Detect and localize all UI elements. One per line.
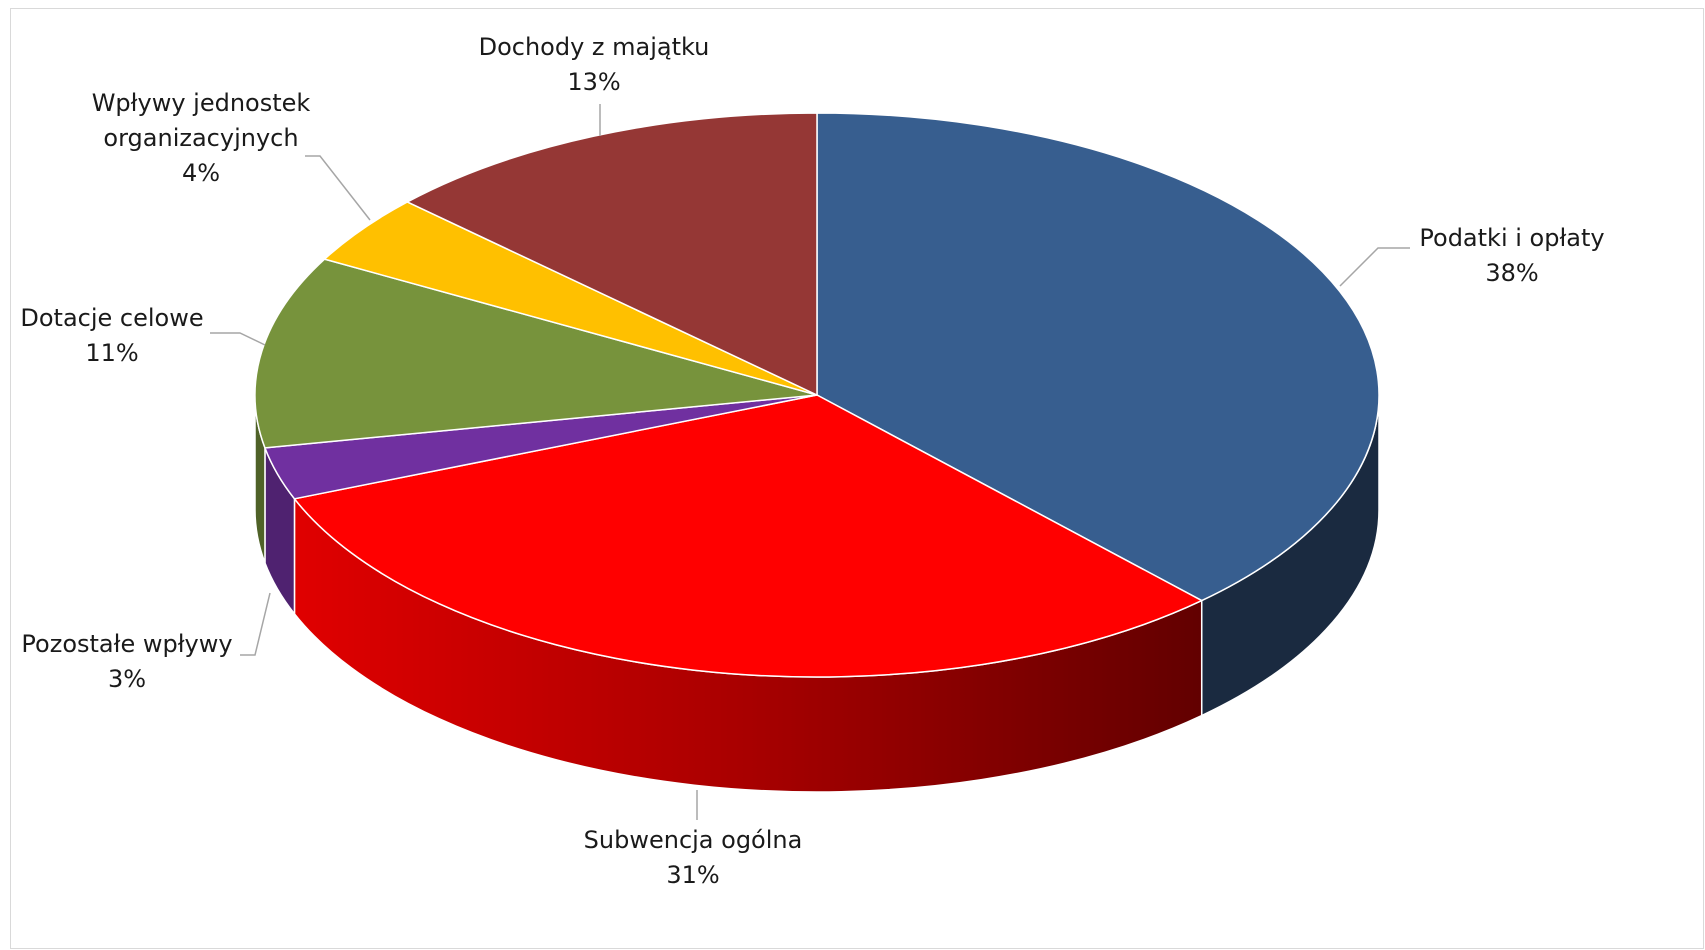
data-value-subwencja-ogolna: 31% [666,861,719,889]
data-label-dotacje-celowe: Dotacje celowe 11% [20,304,203,367]
pie-slice-dotacje-celowe [254,258,818,449]
data-label-dochody-z-majatku: Dochody z majątku 13% [479,33,710,96]
data-label-subwencja-ogolna: Subwencja ogólna 31% [584,826,803,889]
data-value-dochody-z-majatku: 13% [567,68,620,96]
data-labels: Podatki i opłaty 38% Subwencja ogólna 31% Po… [20,33,1604,889]
leader-line-pozostale-wplywy [240,592,271,656]
pie-slice-podatki-i-oplaty [816,112,1380,602]
data-label-pozostale-wplywy: Pozostałe wpływy 3% [21,630,232,693]
data-label-wplywy-jednostek-organizacyjnych: Wpływy jednostek organizacyjnych 4% [92,89,311,187]
data-label-podatki-i-oplaty: Podatki i opłaty 38% [1419,224,1604,287]
data-value-wplywy-jednostek-organizacyjnych: 4% [182,159,220,187]
leader-line-dotacje-celowe [210,332,266,346]
pie-slice-subwencja-ogolna [293,394,1203,678]
leader-line-wplywy-jednostek-organizacyjnych [305,155,371,221]
pie-slice-dochody-z-majatku [406,112,818,396]
data-value-podatki-i-oplaty: 38% [1485,259,1538,287]
pie-tops [254,112,1380,678]
leader-line-podatki-i-oplaty [1339,247,1410,287]
data-value-pozostale-wplywy: 3% [108,665,146,693]
leader-lines [210,104,1410,820]
data-value-dotacje-celowe: 11% [85,339,138,367]
